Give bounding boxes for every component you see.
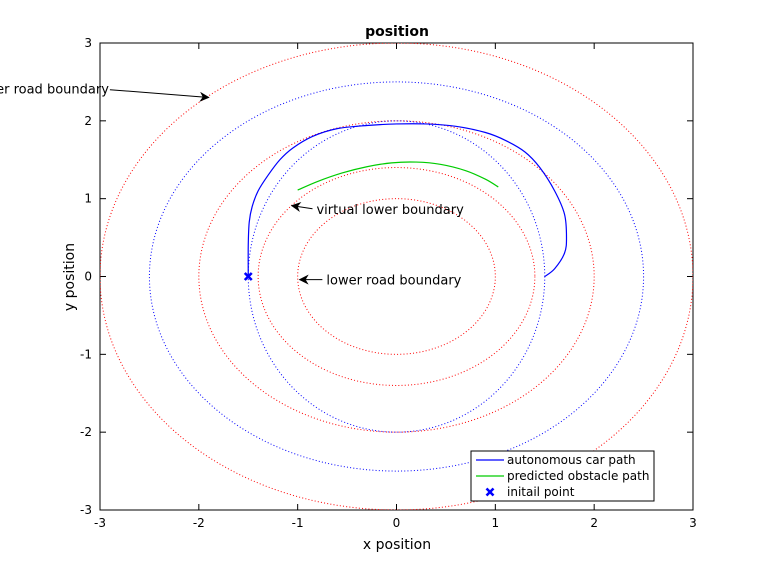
annotation-label-lower: lower road boundary <box>326 274 461 289</box>
predicted-obstacle-path-line <box>297 161 499 191</box>
boundary-ellipse-5 <box>257 167 536 386</box>
y-tick-label: -1 <box>80 347 92 361</box>
x-tick-label: -2 <box>193 516 205 530</box>
legend-entry-predicted-obstacle-path-label: predicted obstacle path <box>507 469 649 483</box>
y-tick-label: 2 <box>84 114 92 128</box>
x-tick-label: 3 <box>689 516 697 530</box>
x-tick-label: 0 <box>393 516 401 530</box>
y-tick-label: 1 <box>84 192 92 206</box>
y-tick-label: 0 <box>84 270 92 284</box>
boundary-ellipse-3 <box>198 120 595 433</box>
annotation-label-higher: higer road boundary <box>0 83 109 98</box>
plot-area: -3 -2 -1 0 1 2 3 -3 -2 -1 0 1 2 3 higer road boundary v… <box>0 36 697 530</box>
boundary-ellipse-2 <box>148 81 645 472</box>
legend-entry-initial-point-swatch-b <box>485 487 495 497</box>
x-tick-label: -3 <box>94 516 106 530</box>
legend-entry-autonomous-car-path-label: autonomous car path <box>507 453 636 467</box>
annotation-label-virtual: virtual lower boundary <box>316 203 464 218</box>
y-tick-label: -2 <box>80 425 92 439</box>
legend-entry-initial-point-label: initail point <box>507 485 575 499</box>
annotation-arrow-higher <box>109 89 210 102</box>
y-axis-label: y position <box>62 243 78 311</box>
x-tick-label: 2 <box>590 516 598 530</box>
initial-point-stroke-b <box>243 272 253 281</box>
x-tick-label: 1 <box>492 516 500 530</box>
initial-point-marker <box>243 272 253 281</box>
x-axis-label: x position <box>363 537 431 553</box>
chart-title: position <box>365 24 429 40</box>
autonomous-car-path-line <box>247 123 568 277</box>
x-tick-label: -1 <box>292 516 304 530</box>
y-tick-label: 3 <box>84 36 92 50</box>
annotation-arrow-virtual <box>290 202 313 212</box>
y-tick-label: -3 <box>80 503 92 517</box>
legend: autonomous car path predicted obstacle pa… <box>470 450 655 502</box>
